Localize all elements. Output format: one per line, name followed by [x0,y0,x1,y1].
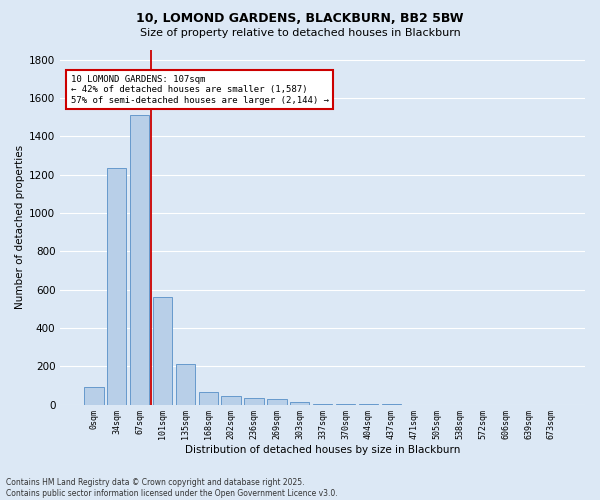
Bar [107,168,127,404]
Text: 10 LOMOND GARDENS: 107sqm
← 42% of detached houses are smaller (1,587)
57% of se: 10 LOMOND GARDENS: 107sqm ← 42% of detac… [71,75,329,104]
Bar [176,364,195,405]
Text: Size of property relative to detached houses in Blackburn: Size of property relative to detached ho… [140,28,460,38]
Bar [199,392,218,404]
X-axis label: Distribution of detached houses by size in Blackburn: Distribution of detached houses by size … [185,445,460,455]
Bar [244,398,264,404]
Bar [84,388,104,404]
Y-axis label: Number of detached properties: Number of detached properties [15,145,25,310]
Bar [267,400,287,404]
Text: 10, LOMOND GARDENS, BLACKBURN, BB2 5BW: 10, LOMOND GARDENS, BLACKBURN, BB2 5BW [136,12,464,26]
Bar [130,115,149,405]
Bar [221,396,241,404]
Text: Contains HM Land Registry data © Crown copyright and database right 2025.
Contai: Contains HM Land Registry data © Crown c… [6,478,338,498]
Bar [153,297,172,405]
Bar [290,402,310,404]
